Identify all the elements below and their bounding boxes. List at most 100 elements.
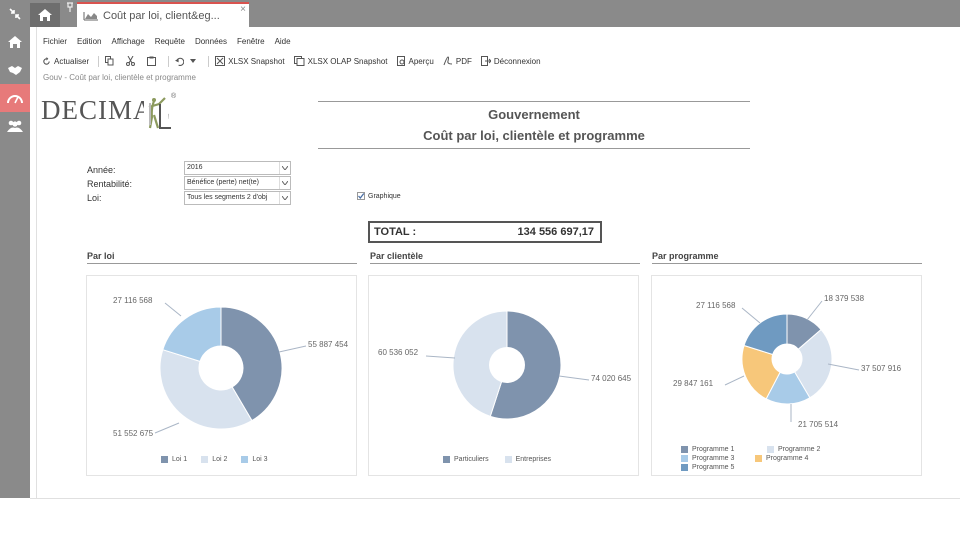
legend-item[interactable]: Programme 5 bbox=[681, 464, 753, 471]
toolbar-separator bbox=[208, 55, 210, 67]
leader-line bbox=[558, 375, 590, 381]
data-label: 37 507 916 bbox=[861, 364, 902, 373]
total-label: TOTAL : bbox=[374, 226, 417, 238]
menu-affichage[interactable]: Affichage bbox=[111, 37, 145, 46]
collapse-icon[interactable] bbox=[0, 0, 30, 28]
graph-checkbox[interactable]: Graphique bbox=[357, 192, 401, 200]
report-title-block: Gouvernement Coût par loi, clientèle et … bbox=[318, 101, 750, 149]
legend-label: Entreprises bbox=[515, 456, 552, 463]
chart-panel-by-program: 18 379 538 37 507 916 21 705 514 29 847 161… bbox=[651, 275, 922, 476]
legend-by-law: Loi 1 Loi 2 Loi 3 bbox=[161, 456, 268, 463]
copy-icon bbox=[105, 56, 114, 66]
undo-button[interactable] bbox=[175, 57, 199, 66]
law-select[interactable]: Tous les segments 2 d'obj bbox=[184, 191, 291, 205]
donut-slice-2[interactable] bbox=[793, 328, 833, 399]
legend-item[interactable]: Programme 4 bbox=[755, 455, 827, 462]
chart-panel-by-client: 74 020 645 60 536 052 Particuliers Entrepr… bbox=[368, 275, 639, 476]
pdf-label: PDF bbox=[455, 56, 472, 66]
legend-item[interactable]: Programme 1 bbox=[681, 446, 753, 453]
legend-swatch bbox=[681, 446, 688, 453]
leader-line bbox=[278, 345, 307, 353]
refresh-button[interactable]: Actualiser bbox=[42, 56, 89, 66]
xlsx-snapshot-button[interactable]: XLSX Snapshot bbox=[215, 56, 285, 66]
legend-label: Programme 2 bbox=[778, 446, 821, 453]
menu-bar: Fichier Edition Affichage Requête Donnée… bbox=[43, 37, 291, 46]
toolbar-separator bbox=[168, 55, 170, 67]
pdf-button[interactable]: PDF bbox=[443, 56, 472, 66]
menu-fenetre[interactable]: Fenêtre bbox=[236, 37, 265, 46]
legend-swatch bbox=[504, 456, 512, 463]
donut-chart-by-client: 74 020 645 60 536 052 bbox=[378, 310, 632, 420]
preview-icon bbox=[396, 56, 405, 66]
logout-button[interactable]: Déconnexion bbox=[480, 56, 541, 66]
home-tab[interactable] bbox=[30, 3, 60, 27]
donut-slice-4[interactable] bbox=[741, 344, 781, 400]
total-box: TOTAL : 134 556 697,17 bbox=[368, 221, 602, 243]
xlsx-icon bbox=[215, 56, 226, 66]
donut-hole bbox=[489, 347, 525, 383]
donut-slice-1[interactable] bbox=[489, 310, 562, 420]
donut-slice-2[interactable] bbox=[159, 349, 253, 430]
menu-requete[interactable]: Requête bbox=[154, 37, 185, 46]
donut-slice-2[interactable] bbox=[452, 310, 508, 417]
preview-button[interactable]: Aperçu bbox=[396, 56, 434, 66]
logo-registered-mark: ® bbox=[171, 93, 177, 100]
leader-line bbox=[827, 363, 860, 371]
legend-swatch bbox=[681, 464, 688, 471]
pdf-icon bbox=[443, 56, 452, 66]
report-content: Fichier Edition Affichage Requête Donnée… bbox=[36, 27, 960, 498]
total-value: 134 556 697,17 bbox=[517, 226, 594, 238]
legend-item[interactable]: Particuliers bbox=[443, 456, 489, 463]
legend-item[interactable]: Loi 2 bbox=[201, 456, 227, 463]
legend-item[interactable]: Loi 3 bbox=[241, 456, 268, 463]
legend-swatch bbox=[161, 456, 168, 463]
preview-label: Aperçu bbox=[408, 56, 434, 66]
donut-slice-3[interactable] bbox=[162, 306, 222, 363]
dashboard-gauge-icon[interactable] bbox=[0, 84, 30, 112]
paste-button[interactable] bbox=[147, 56, 159, 66]
leader-line bbox=[724, 375, 745, 386]
law-label: Loi: bbox=[87, 193, 102, 203]
legend-by-client: Particuliers Entreprises bbox=[443, 456, 551, 463]
legend-item[interactable]: Programme 2 bbox=[767, 446, 839, 453]
report-title: Gouvernement bbox=[488, 107, 580, 122]
data-label: 74 020 645 bbox=[591, 374, 632, 383]
logout-label: Déconnexion bbox=[493, 56, 541, 66]
donut-slice-1[interactable] bbox=[220, 306, 283, 422]
leader-line bbox=[425, 355, 456, 359]
report-tab[interactable]: Coût par loi, client&eg... × bbox=[77, 2, 249, 27]
pin-icon[interactable] bbox=[66, 2, 74, 12]
legend-swatch bbox=[755, 455, 762, 462]
scissors-icon bbox=[126, 56, 136, 66]
donut-slice-5[interactable] bbox=[743, 313, 788, 356]
xlsx-olap-snapshot-button[interactable]: XLSX OLAP Snapshot bbox=[293, 56, 388, 66]
legend-item[interactable]: Programme 3 bbox=[681, 455, 741, 462]
menu-edition[interactable]: Edition bbox=[77, 37, 102, 46]
data-label: 55 887 454 bbox=[308, 340, 349, 349]
chart-area-icon bbox=[83, 11, 98, 20]
undo-dropdown-icon[interactable] bbox=[190, 59, 197, 63]
section-by-program: Par programme bbox=[652, 251, 922, 264]
menu-fichier[interactable]: Fichier bbox=[43, 37, 68, 46]
legend-swatch bbox=[241, 456, 249, 463]
legend-label: Loi 3 bbox=[252, 456, 268, 463]
breadcrumb: Gouv - Coût par loi, clientèle et progra… bbox=[43, 73, 196, 82]
chevron-down-icon bbox=[279, 192, 290, 204]
menu-donnees[interactable]: Données bbox=[194, 37, 227, 46]
xlsx-olap-snapshot-label: XLSX OLAP Snapshot bbox=[307, 56, 388, 66]
legend-item[interactable]: Entreprises bbox=[504, 456, 552, 463]
checkbox-box[interactable] bbox=[357, 192, 365, 200]
close-tab-icon[interactable]: × bbox=[240, 4, 246, 15]
profitability-label: Rentabilité: bbox=[87, 179, 133, 189]
home-icon[interactable] bbox=[0, 28, 30, 56]
legend-item[interactable]: Loi 1 bbox=[161, 456, 187, 463]
legend-label: Loi 2 bbox=[212, 456, 228, 463]
data-label: 29 847 161 bbox=[673, 379, 714, 388]
users-icon[interactable] bbox=[0, 112, 30, 140]
menu-aide[interactable]: Aide bbox=[274, 37, 291, 46]
copy-button[interactable] bbox=[105, 56, 117, 66]
handshake-icon[interactable] bbox=[0, 56, 30, 84]
profitability-select[interactable]: Bénéfice (perte) net(te) bbox=[184, 176, 291, 190]
year-select[interactable]: 2016 bbox=[184, 161, 291, 175]
cut-button[interactable] bbox=[126, 56, 138, 66]
